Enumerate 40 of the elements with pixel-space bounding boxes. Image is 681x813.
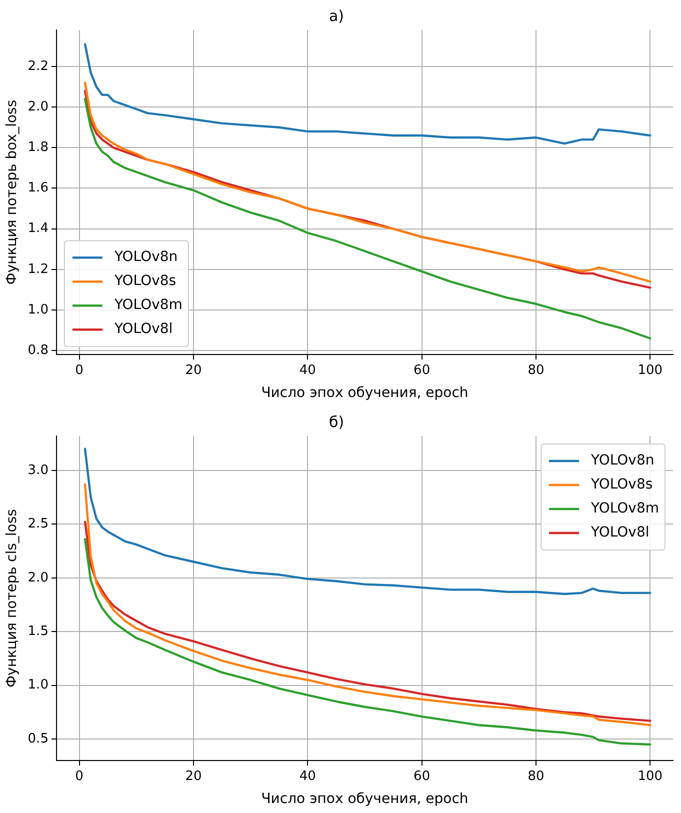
legend-label: YOLOv8l (113, 321, 173, 338)
x-tick-label: 60 (414, 768, 430, 784)
legend-label: YOLOv8s (113, 273, 176, 290)
legend-label: YOLOv8n (590, 452, 654, 469)
x-tick-label: 40 (299, 362, 316, 378)
y-tick-label: 1.0 (28, 678, 48, 693)
y-tick-label: 2.0 (28, 570, 48, 586)
x-tick-label: 20 (185, 362, 202, 378)
legend-label: YOLOv8m (113, 297, 182, 314)
legend-label: YOLOv8l (590, 524, 650, 541)
y-tick-label: 0.8 (28, 342, 48, 358)
x-tick-label: 0 (75, 362, 84, 378)
y-tick-label: 0.5 (28, 731, 48, 746)
x-tick-label: 80 (528, 768, 544, 784)
x-axis-title: Число эпох обучения, epoch (261, 385, 468, 402)
y-tick-label: 3.0 (28, 462, 48, 478)
legend-label: YOLOv8s (590, 476, 653, 493)
y-axis-title: Функция потерь cls_loss (4, 509, 20, 688)
chart-title: а) (328, 6, 344, 25)
y-tick-label: 2.5 (28, 516, 48, 532)
y-axis-title: Функция потерь box_loss (4, 100, 20, 285)
x-tick-label: 80 (528, 362, 544, 378)
x-tick-label: 60 (414, 362, 430, 378)
y-tick-label: 1.8 (28, 140, 48, 156)
chart-title: б) (328, 412, 344, 431)
x-tick-label: 100 (638, 362, 663, 378)
y-tick-label: 1.4 (28, 221, 48, 236)
y-tick-label: 1.2 (28, 262, 48, 277)
x-tick-label: 100 (638, 768, 663, 784)
x-tick-label: 0 (75, 768, 84, 784)
y-tick-label: 2.2 (28, 58, 48, 74)
x-tick-label: 20 (185, 768, 202, 784)
y-tick-label: 1.6 (28, 180, 48, 196)
x-tick-label: 40 (299, 768, 316, 784)
x-axis-title: Число эпох обучения, epoch (261, 791, 468, 808)
y-tick-label: 2.0 (28, 99, 48, 114)
legend-label: YOLOv8m (590, 500, 660, 517)
y-tick-label: 1.5 (28, 624, 48, 639)
legend-label: YOLOv8n (113, 249, 178, 266)
y-tick-label: 1.0 (28, 302, 48, 318)
